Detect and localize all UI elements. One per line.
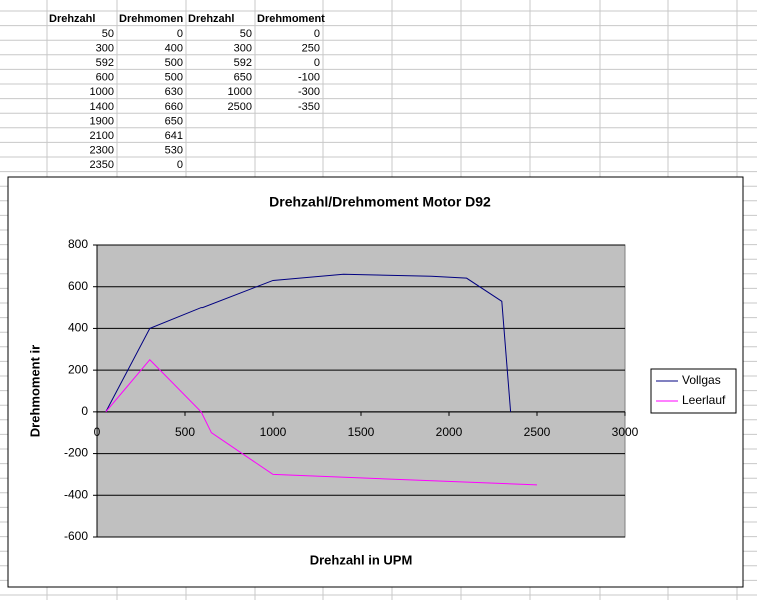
cell: 250: [302, 42, 320, 54]
cell: 1400: [90, 101, 114, 113]
cell: 650: [234, 72, 252, 84]
cell: -350: [298, 101, 320, 113]
cell: 300: [234, 42, 252, 54]
cell: 2100: [90, 130, 114, 142]
cell: -300: [298, 86, 320, 98]
cell: 1900: [90, 115, 114, 127]
header-cell: Drehmomen: [119, 13, 183, 25]
cell: 641: [165, 130, 183, 142]
cell: 630: [165, 86, 183, 98]
cell: 0: [314, 28, 320, 40]
x-tick-label: 2000: [436, 425, 463, 439]
header-cell: Drehzahl: [49, 13, 95, 25]
cell: 50: [102, 28, 114, 40]
y-tick-label: 0: [81, 404, 88, 418]
cell: 500: [165, 57, 183, 69]
cell: 50: [240, 28, 252, 40]
header-cell: Drehmoment: [257, 13, 325, 25]
x-tick-label: 1000: [260, 425, 287, 439]
legend-label: Vollgas: [682, 373, 721, 387]
x-tick-label: 2500: [524, 425, 551, 439]
cell: 500: [165, 72, 183, 84]
series-line: [105, 358, 538, 486]
cell: 400: [165, 42, 183, 54]
cell: 592: [96, 57, 114, 69]
y-tick-label: -600: [64, 529, 88, 543]
x-tick-label: 500: [175, 425, 195, 439]
cell: 660: [165, 101, 183, 113]
y-axis-label: Drehmoment ir: [27, 345, 42, 437]
cell: 0: [177, 159, 183, 171]
cell: 650: [165, 115, 183, 127]
cell: 2300: [90, 145, 114, 157]
series-line: [105, 273, 512, 413]
cell: 1000: [228, 86, 252, 98]
y-tick-label: -400: [64, 487, 88, 501]
cell: 2350: [90, 159, 114, 171]
y-tick-label: -200: [64, 446, 88, 460]
legend-label: Leerlauf: [682, 393, 726, 407]
cell: 1000: [90, 86, 114, 98]
cell: 300: [96, 42, 114, 54]
y-tick-label: 400: [68, 321, 88, 335]
cell: 592: [234, 57, 252, 69]
y-tick-label: 200: [68, 362, 88, 376]
y-tick-label: 800: [68, 237, 88, 251]
cell: 0: [314, 57, 320, 69]
chart-title: Drehzahl/Drehmoment Motor D92: [269, 194, 491, 210]
cell: 2500: [228, 101, 252, 113]
x-tick-label: 3000: [612, 425, 639, 439]
cell: -100: [298, 72, 320, 84]
plot-area: [96, 244, 626, 538]
x-tick-label: 0: [94, 425, 101, 439]
cell: 530: [165, 145, 183, 157]
legend: [650, 368, 737, 414]
y-tick-label: 600: [68, 279, 88, 293]
x-tick-label: 1500: [348, 425, 375, 439]
cell: 600: [96, 72, 114, 84]
header-cell: Drehzahl: [188, 13, 234, 25]
cell: 0: [177, 28, 183, 40]
x-axis-label: Drehzahl in UPM: [310, 552, 413, 567]
